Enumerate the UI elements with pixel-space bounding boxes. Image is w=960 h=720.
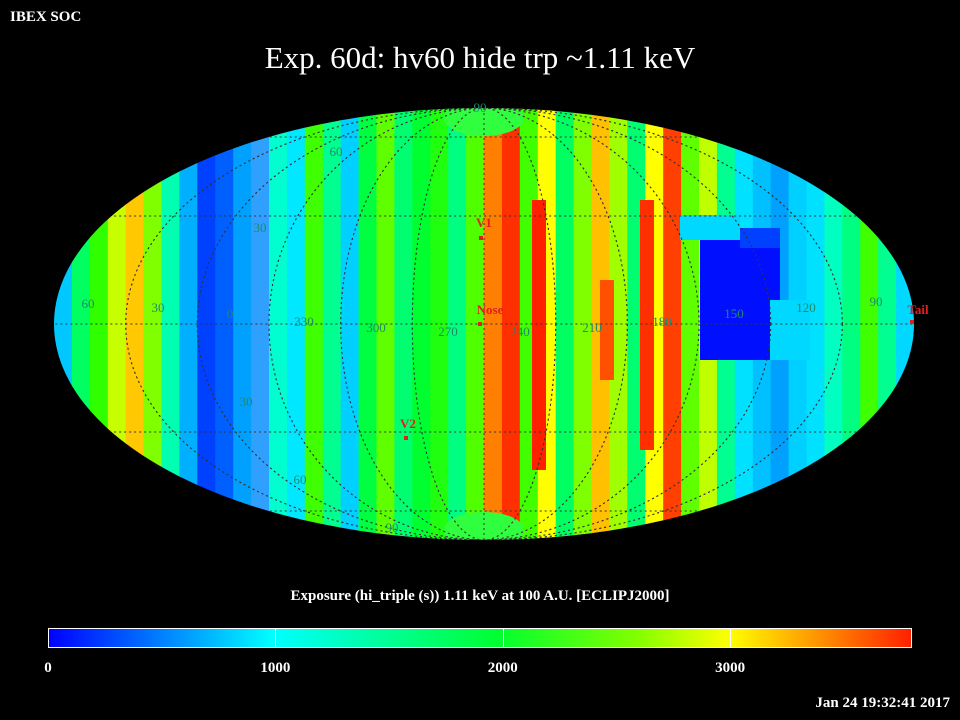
colorbar-tick-line [275,628,277,648]
marker-dot [910,320,914,324]
lon-label: 60 [82,296,95,311]
colorbar-title: Exposure (hi_triple (s)) 1.11 keV at 100… [290,588,670,604]
lon-label: 90 [870,294,883,309]
lat-label: 30 [254,220,267,235]
lon-label: 30 [152,300,165,315]
marker-label: Tail [907,302,929,317]
colorbar-tick-line [730,628,732,648]
lat-label: 30 [240,394,253,409]
map-markers: V1 Nose V2 Tail [400,215,929,440]
lat-label: 60 [294,472,307,487]
colorbar-tick: 3000 [715,660,746,676]
marker-label: V2 [400,416,416,431]
colorbar-tick-line [502,628,504,648]
colorbar-tick: 2000 [487,660,518,676]
lon-label: 300 [366,320,386,335]
lon-label: 210 [582,320,602,335]
timestamp: Jan 24 19:32:41 2017 [815,695,950,711]
colorbar-tick: 1000 [260,660,291,676]
lon-label: 330 [294,314,314,329]
page-title: Exp. 60d: hv60 hide trp ~1.11 keV [264,40,696,75]
lon-label: 0 [227,306,234,321]
lat-label: 60 [330,144,343,159]
graticule [54,108,914,540]
colorbar [48,628,912,648]
lon-label: 240 [510,324,530,339]
org-label: IBEX SOC [10,9,82,25]
marker-dot [478,322,482,326]
exposure-patches [532,200,810,470]
lon-label: 120 [796,300,816,315]
marker-label: V1 [476,215,492,230]
colorbar-tick: 0 [44,660,52,676]
lat-label: 90 [474,100,487,115]
lon-label: 150 [724,306,744,321]
lon-label: 180 [652,314,672,329]
marker-label: Nose [477,302,504,317]
marker-dot [404,436,408,440]
lat-label: 90 [386,520,399,535]
marker-dot [479,236,483,240]
lon-label: 270 [438,324,458,339]
